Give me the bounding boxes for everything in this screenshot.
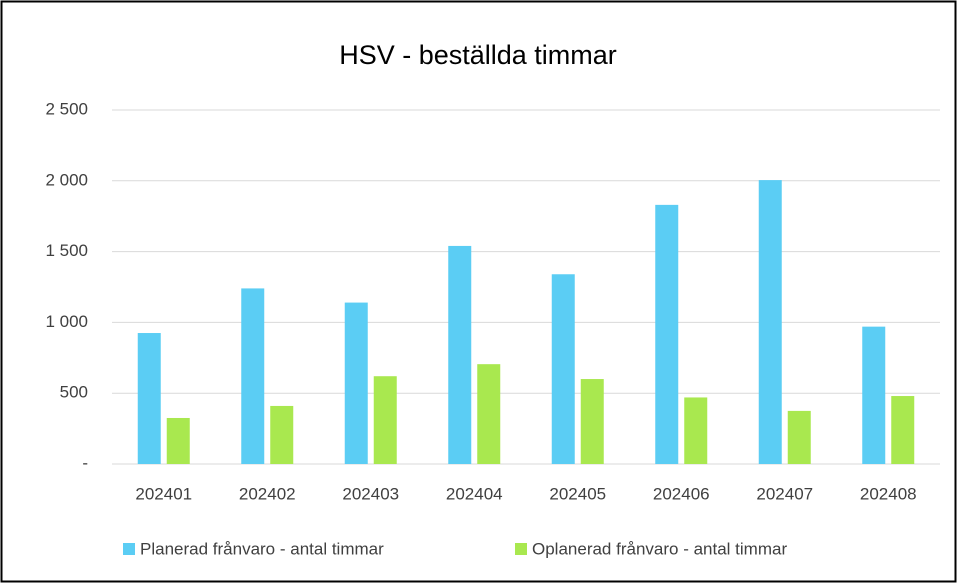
y-tick-label: 1 500	[45, 241, 88, 260]
bar	[477, 364, 501, 464]
legend-swatch	[515, 543, 527, 555]
bar	[684, 397, 708, 464]
y-tick-label: 1 000	[45, 312, 88, 331]
x-tick-label: 202403	[342, 484, 399, 503]
legend-swatch	[123, 543, 135, 555]
bar	[448, 245, 472, 464]
bar	[166, 417, 190, 464]
y-tick-label: 2 000	[45, 170, 88, 189]
x-tick-label: 202405	[549, 484, 606, 503]
x-tick-label: 202408	[860, 484, 917, 503]
x-tick-label: 202402	[239, 484, 296, 503]
y-tick-label: 2 500	[45, 99, 88, 118]
bar	[758, 180, 782, 465]
legend-label: Planerad frånvaro - antal timmar	[140, 539, 384, 558]
bar	[344, 302, 368, 464]
bar	[270, 405, 294, 464]
y-tick-label: 500	[60, 383, 88, 402]
x-tick-label: 202404	[446, 484, 503, 503]
bar	[655, 204, 679, 464]
bar	[580, 379, 604, 464]
x-tick-label: 202407	[756, 484, 813, 503]
x-tick-label: 202401	[135, 484, 192, 503]
legend-label: Oplanerad frånvaro - antal timmar	[532, 539, 787, 558]
y-tick-label: -	[82, 453, 88, 472]
bar	[373, 376, 397, 464]
bar	[241, 288, 265, 464]
x-tick-label: 202406	[653, 484, 710, 503]
bar	[137, 333, 161, 464]
chart-title: HSV - beställda timmar	[339, 40, 617, 70]
bar	[551, 274, 575, 464]
bar	[891, 396, 915, 464]
bar	[787, 410, 811, 464]
bar	[862, 326, 886, 464]
